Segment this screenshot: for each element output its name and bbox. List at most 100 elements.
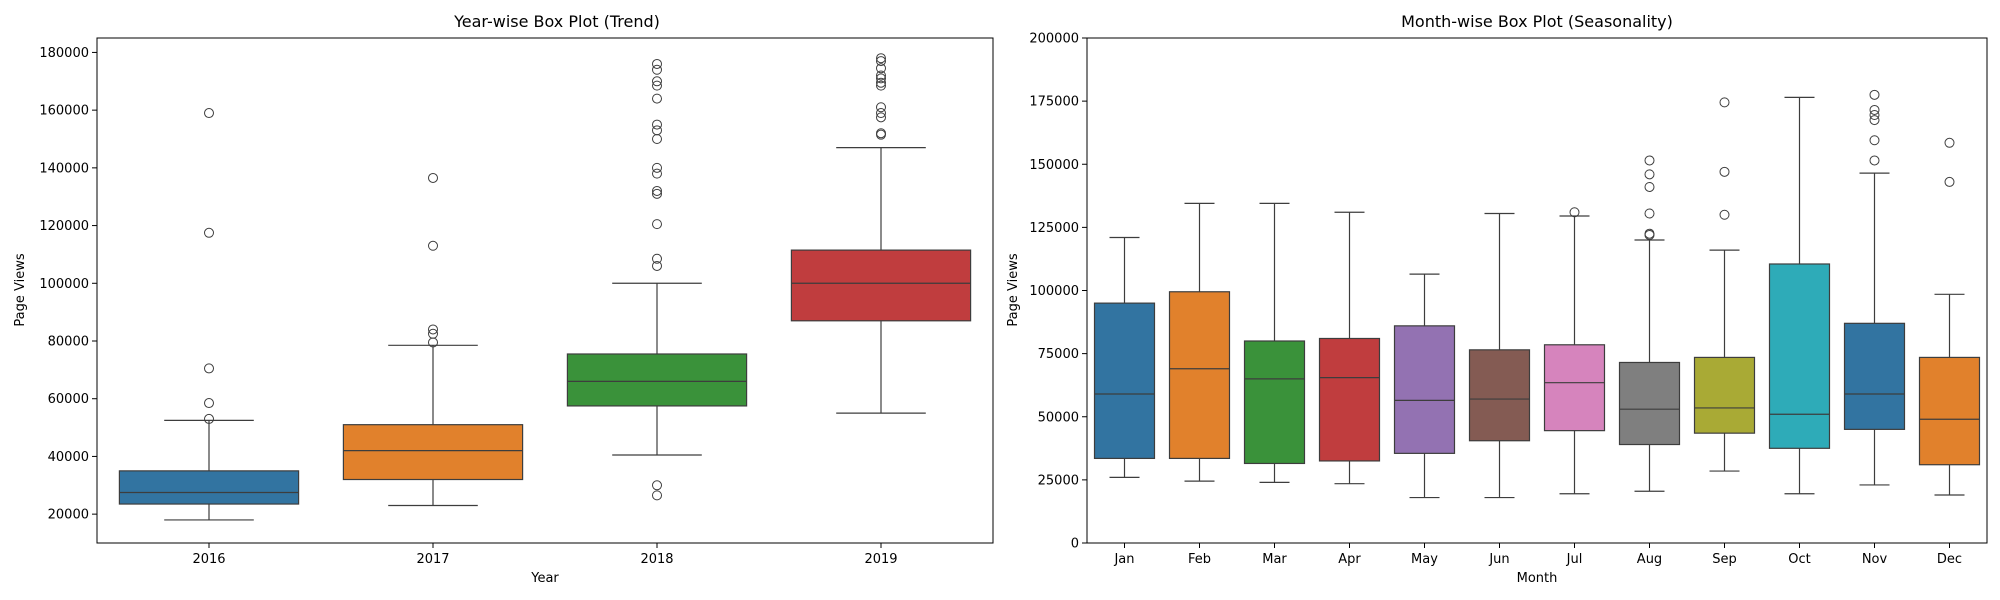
- x-tick-label: May: [1411, 552, 1438, 567]
- y-tick-label: 120000: [39, 219, 89, 234]
- x-tick-label: Jun: [1488, 552, 1509, 567]
- iqr-box: [1093, 302, 1156, 460]
- month-wise-box-plot: Month-wise Box Plot (Seasonality) 0 25000…: [1006, 12, 1988, 586]
- outlier-point: [652, 134, 662, 144]
- x-tick-label: Oct: [1788, 552, 1810, 567]
- y-axis-label: Page Views: [1006, 253, 1021, 326]
- outlier-point: [428, 172, 438, 183]
- outlier-point: [876, 53, 886, 64]
- x-tick-label: Dec: [1937, 552, 1962, 567]
- outlier-point: [1944, 176, 1955, 187]
- iqr-box: [1393, 325, 1456, 454]
- outlier-point: [204, 108, 214, 119]
- y-tick-label: 150000: [1029, 158, 1079, 173]
- axes-frame: [96, 37, 994, 544]
- outlier-point: [652, 58, 662, 69]
- outlier-point: [1644, 228, 1655, 239]
- outlier-point: [652, 188, 662, 199]
- outlier-point: [652, 168, 662, 179]
- outlier-point: [652, 219, 662, 230]
- iqr-box: [1168, 291, 1231, 460]
- y-tick-label: 160000: [39, 104, 89, 119]
- y-axis-label: Page Views: [13, 253, 28, 326]
- iqr-box: [1918, 356, 1981, 466]
- iqr-box: [1693, 356, 1756, 434]
- outlier-point: [876, 108, 886, 119]
- outlier-point: [876, 70, 886, 81]
- outlier-point: [876, 77, 886, 88]
- outlier-point: [1644, 155, 1655, 166]
- outlier-point: [1644, 208, 1655, 219]
- plot-area: 20000 40000 60000 80000 100000 120000 140000 16…: [39, 46, 972, 567]
- iqr-box: [1318, 337, 1381, 462]
- outlier-point: [1869, 135, 1880, 146]
- y-tick-label: 20000: [48, 508, 89, 523]
- box-Sep: [1693, 97, 1756, 472]
- outlier-point: [876, 102, 886, 113]
- y-tick-label: 125000: [1029, 221, 1079, 236]
- x-tick-label: Feb: [1188, 552, 1211, 567]
- y-tick-label: 25000: [1038, 473, 1079, 488]
- outlier-point: [876, 63, 886, 74]
- iqr-box: [1843, 322, 1906, 430]
- outlier-point: [652, 480, 662, 491]
- outlier-point: [1869, 104, 1880, 115]
- outlier-point: [652, 253, 662, 264]
- outlier-point: [1869, 89, 1880, 100]
- y-tick-label: 100000: [1029, 284, 1079, 299]
- box-Feb: [1168, 202, 1231, 482]
- box-2019: [790, 53, 972, 414]
- y-tick-label: 100000: [39, 277, 89, 292]
- iqr-box: [1243, 340, 1306, 465]
- x-tick-label: Jul: [1566, 552, 1583, 567]
- x-tick-label: Apr: [1338, 552, 1361, 567]
- outlier-point: [652, 185, 662, 196]
- outlier-point: [204, 363, 214, 374]
- outlier-point: [204, 398, 214, 409]
- outlier-point: [876, 112, 886, 123]
- box-Apr: [1318, 211, 1381, 485]
- x-tick-label: 2017: [416, 552, 449, 567]
- y-tick-label: 180000: [39, 46, 89, 61]
- year-wise-box-plot: Year-wise Box Plot (Trend) 20000 40000 600…: [13, 12, 994, 586]
- box-2016: [118, 108, 300, 521]
- box-Jan: [1093, 236, 1156, 478]
- x-tick-label: 2018: [640, 552, 673, 567]
- outlier-point: [1719, 209, 1730, 220]
- box-Aug: [1618, 155, 1681, 492]
- plot-area: 0 25000 50000 75000 100000 125000 150000 175000…: [1029, 32, 1981, 567]
- y-tick-label: 60000: [48, 392, 89, 407]
- y-tick-label: 175000: [1029, 95, 1079, 110]
- iqr-box: [1618, 361, 1681, 446]
- outlier-point: [1869, 115, 1880, 126]
- box-May: [1393, 273, 1456, 499]
- outlier-point: [1719, 97, 1730, 108]
- outlier-point: [652, 490, 662, 501]
- x-tick-label: 2019: [864, 552, 897, 567]
- outlier-point: [876, 128, 886, 139]
- x-axis-label: Year: [530, 571, 559, 586]
- x-tick-label: Nov: [1862, 552, 1888, 567]
- x-tick-label: 2016: [192, 552, 225, 567]
- y-tick-label: 0: [1071, 537, 1079, 552]
- outlier-point: [428, 240, 438, 251]
- outlier-point: [1644, 169, 1655, 180]
- iqr-box: [1468, 349, 1531, 442]
- outlier-point: [652, 93, 662, 104]
- outlier-point: [1719, 166, 1730, 177]
- iqr-box: [342, 424, 524, 481]
- y-tick-label: 140000: [39, 161, 89, 176]
- iqr-box: [118, 470, 300, 505]
- chart-title: Month-wise Box Plot (Seasonality): [1401, 12, 1673, 31]
- x-tick-label: Jan: [1113, 552, 1134, 567]
- box-Jul: [1543, 207, 1606, 495]
- y-tick-label: 50000: [1038, 410, 1079, 425]
- outlier-point: [1569, 207, 1580, 218]
- y-tick-label: 80000: [48, 335, 89, 350]
- box-Mar: [1243, 202, 1306, 483]
- outlier-point: [428, 324, 438, 335]
- box-Oct: [1768, 96, 1831, 495]
- iqr-box: [566, 353, 748, 407]
- y-tick-label: 75000: [1038, 347, 1079, 362]
